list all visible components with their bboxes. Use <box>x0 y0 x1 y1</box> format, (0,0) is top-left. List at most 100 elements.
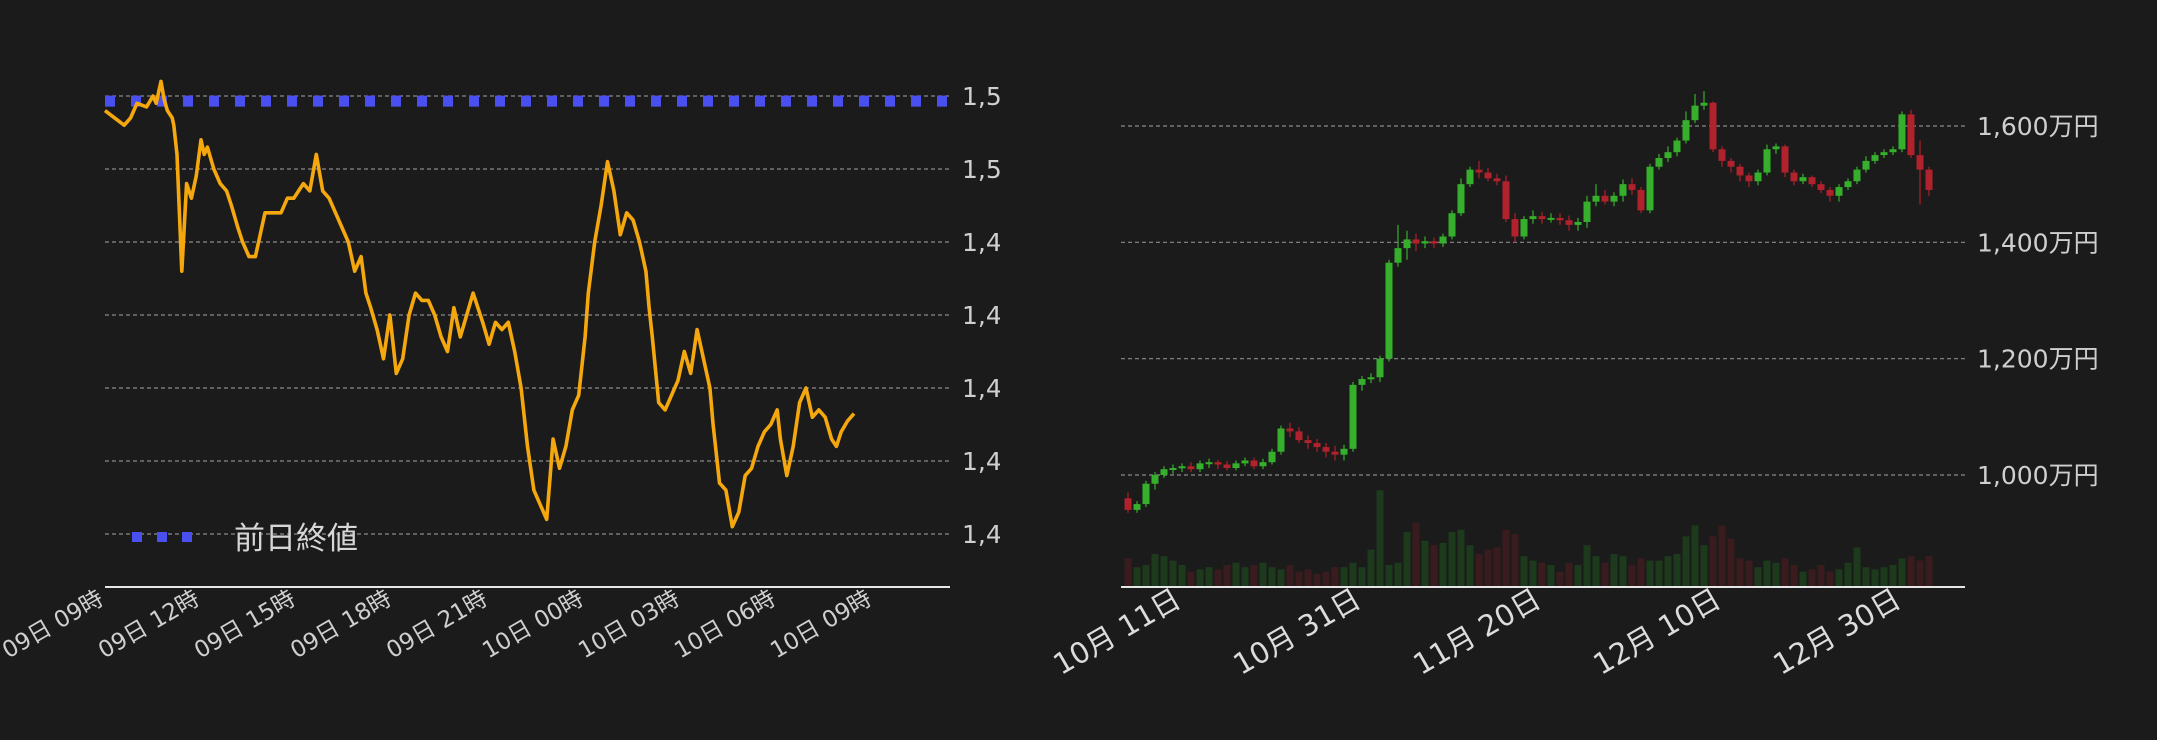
candle-body <box>1430 241 1438 244</box>
candle-body <box>1547 217 1555 220</box>
candle-body <box>1727 160 1735 167</box>
left-y-tick-label: 1,460万円 <box>962 447 1000 476</box>
candle-body <box>1142 483 1150 505</box>
volume-bar <box>1547 565 1555 587</box>
volume-bar <box>1376 490 1384 587</box>
left-y-tick-label: 1,470万円 <box>962 374 1000 403</box>
left-y-tick-label: 1,510万円 <box>962 82 1000 111</box>
candle-body <box>1700 102 1708 106</box>
candle-body <box>1583 201 1591 222</box>
volume-bar <box>1484 549 1492 587</box>
left-y-tick-label: 1,500万円 <box>962 155 1000 184</box>
volume-bar <box>1898 558 1906 587</box>
volume-bar <box>1538 562 1546 587</box>
price-line <box>103 79 856 529</box>
volume-bar <box>1889 565 1897 587</box>
volume-bar <box>1241 567 1249 587</box>
candle-body <box>1322 447 1330 452</box>
candle-body <box>1367 377 1375 380</box>
candle-body <box>1880 152 1888 156</box>
left-y-tick-label: 1,450万円 <box>962 520 1000 549</box>
volume-bar <box>1925 556 1933 587</box>
candle-body <box>1196 463 1204 470</box>
volume-bar <box>1808 569 1816 587</box>
volume-bar <box>1673 554 1681 587</box>
candle-body <box>1907 114 1915 156</box>
volume-bar <box>1340 567 1348 587</box>
left-x-tick-label: 10日 00時 <box>478 586 588 664</box>
candle-body <box>1376 358 1384 378</box>
volume-bar <box>1682 536 1690 587</box>
intraday-line-chart: 1,450万円 1,460万円 1,470万円 1,480万円 1,490万円 1,500… <box>0 79 1000 664</box>
candle-body <box>1691 105 1699 121</box>
candle-body <box>1601 195 1609 202</box>
candle-body <box>1862 160 1870 170</box>
candle-body <box>1259 462 1267 467</box>
candle-body <box>1475 169 1483 173</box>
right-x-tick-label: 12月 10日 <box>1587 582 1726 682</box>
volume-bar <box>1331 567 1339 587</box>
candle-body <box>1403 239 1411 249</box>
candle-body <box>1286 428 1294 432</box>
right-x-tick-label: 10月 11日 <box>1047 582 1186 682</box>
volume-bar <box>1691 525 1699 587</box>
candle-body <box>1835 187 1843 196</box>
volume-bar <box>1826 571 1834 587</box>
volume-bar <box>1169 560 1177 587</box>
volume-bar <box>1196 569 1204 587</box>
volume-bar <box>1142 565 1150 587</box>
candle-body <box>1925 169 1933 190</box>
candle-body <box>1817 184 1825 190</box>
candle-body <box>1808 177 1816 185</box>
volume-bar <box>1835 569 1843 587</box>
candle-body <box>1466 169 1474 185</box>
candle-body <box>1160 469 1168 475</box>
volume-bar <box>1160 556 1168 587</box>
candle-body <box>1313 443 1321 448</box>
candle-body <box>1151 475 1159 484</box>
candle-body <box>1511 219 1519 237</box>
candle-body <box>1556 217 1564 221</box>
candle-body <box>1646 166 1654 211</box>
candle-body <box>1250 460 1258 467</box>
volume-bar <box>1232 562 1240 587</box>
volume-bar <box>1151 554 1159 587</box>
volume-bar <box>1304 569 1312 587</box>
volume-bar <box>1466 545 1474 587</box>
volume-bar <box>1718 525 1726 587</box>
volume-bar <box>1745 560 1753 587</box>
volume-bar <box>1493 547 1501 587</box>
candle-body <box>1385 262 1393 359</box>
candle-body <box>1754 172 1762 182</box>
volume-bar <box>1502 529 1510 587</box>
candle-body <box>1898 114 1906 150</box>
candle-body <box>1394 248 1402 263</box>
volume-bar <box>1259 562 1267 587</box>
candle-body <box>1340 448 1348 455</box>
volume-bars <box>1124 490 1933 587</box>
volume-bar <box>1277 569 1285 587</box>
volume-bar <box>1439 543 1447 587</box>
candle-body <box>1232 463 1240 469</box>
left-gridlines <box>105 95 950 535</box>
volume-bar <box>1349 562 1357 587</box>
legend-swatch-prev-close <box>132 532 192 542</box>
candle-body <box>1637 189 1645 211</box>
candle-body <box>1304 440 1312 444</box>
candle-body <box>1781 146 1789 173</box>
candle-body <box>1493 178 1501 182</box>
volume-bar <box>1565 562 1573 587</box>
candle-body <box>1736 166 1744 176</box>
candle-body <box>1133 504 1141 510</box>
candle-body <box>1295 431 1303 441</box>
left-x-tick-label: 09日 12時 <box>94 586 204 664</box>
volume-bar <box>1358 567 1366 587</box>
candle-body <box>1745 175 1753 182</box>
volume-bar <box>1124 558 1132 587</box>
candle-body <box>1241 460 1249 464</box>
volume-bar <box>1268 567 1276 587</box>
right-gridlines <box>1121 125 1965 476</box>
candle-body <box>1826 189 1834 196</box>
left-series <box>103 79 950 529</box>
